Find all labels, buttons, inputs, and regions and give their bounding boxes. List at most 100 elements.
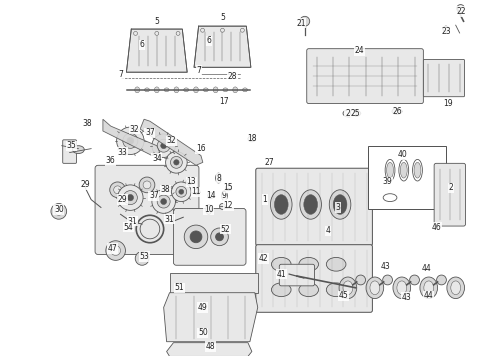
Circle shape <box>155 31 159 35</box>
Ellipse shape <box>274 195 288 214</box>
Circle shape <box>143 181 151 189</box>
Polygon shape <box>103 119 160 156</box>
Text: 9: 9 <box>222 191 227 200</box>
Polygon shape <box>164 293 258 342</box>
Ellipse shape <box>400 162 407 178</box>
Text: 51: 51 <box>174 283 184 292</box>
Circle shape <box>110 182 125 198</box>
Text: 10: 10 <box>204 205 214 214</box>
Text: 31: 31 <box>127 217 137 226</box>
Ellipse shape <box>248 136 256 142</box>
Circle shape <box>123 133 138 148</box>
FancyBboxPatch shape <box>423 59 465 97</box>
FancyBboxPatch shape <box>434 163 465 226</box>
Circle shape <box>164 187 179 203</box>
Ellipse shape <box>333 195 347 214</box>
Circle shape <box>457 5 465 13</box>
Circle shape <box>157 195 170 208</box>
Ellipse shape <box>343 109 357 117</box>
Ellipse shape <box>299 283 318 297</box>
Ellipse shape <box>329 190 351 219</box>
Text: 13: 13 <box>186 177 196 186</box>
Text: 36: 36 <box>106 156 116 165</box>
Circle shape <box>114 186 122 194</box>
Circle shape <box>135 252 149 265</box>
Ellipse shape <box>206 204 212 214</box>
Ellipse shape <box>203 88 208 92</box>
Text: 43: 43 <box>380 262 390 271</box>
Text: 45: 45 <box>339 291 349 300</box>
Text: 39: 39 <box>382 177 392 186</box>
Ellipse shape <box>424 281 434 294</box>
Text: 19: 19 <box>443 99 453 108</box>
Circle shape <box>220 203 225 210</box>
Text: 53: 53 <box>139 252 149 261</box>
Text: 14: 14 <box>206 191 216 200</box>
Circle shape <box>194 189 200 195</box>
Ellipse shape <box>184 225 208 249</box>
Text: 46: 46 <box>431 222 441 231</box>
Circle shape <box>168 191 175 199</box>
Ellipse shape <box>370 281 380 294</box>
Text: 2: 2 <box>448 183 453 192</box>
Ellipse shape <box>73 146 84 153</box>
Circle shape <box>241 28 245 32</box>
Circle shape <box>200 28 204 32</box>
Circle shape <box>216 233 223 241</box>
Text: 30: 30 <box>54 205 64 214</box>
Text: 54: 54 <box>123 222 133 231</box>
Text: 48: 48 <box>206 342 216 351</box>
Circle shape <box>152 134 175 157</box>
Circle shape <box>118 185 143 210</box>
Ellipse shape <box>397 281 407 294</box>
Circle shape <box>225 185 231 191</box>
Text: 7: 7 <box>196 66 201 75</box>
Bar <box>368 146 446 210</box>
Ellipse shape <box>383 275 392 285</box>
Ellipse shape <box>451 281 461 294</box>
Text: 8: 8 <box>216 174 221 183</box>
Ellipse shape <box>233 87 238 93</box>
Text: 15: 15 <box>223 183 233 192</box>
Ellipse shape <box>387 162 393 178</box>
Text: 18: 18 <box>247 134 257 143</box>
Ellipse shape <box>164 88 169 92</box>
FancyBboxPatch shape <box>95 165 199 255</box>
Ellipse shape <box>154 87 159 93</box>
Circle shape <box>171 157 182 168</box>
Circle shape <box>161 143 167 149</box>
Ellipse shape <box>420 277 438 298</box>
Text: 1: 1 <box>262 195 267 204</box>
Ellipse shape <box>271 283 291 297</box>
Text: 17: 17 <box>220 97 229 106</box>
Text: 43: 43 <box>402 293 412 302</box>
Polygon shape <box>167 343 252 356</box>
Text: 29: 29 <box>80 180 90 189</box>
Text: 20: 20 <box>345 109 355 118</box>
Text: 5: 5 <box>220 13 225 22</box>
Circle shape <box>127 194 134 201</box>
Ellipse shape <box>221 191 227 201</box>
Text: 23: 23 <box>441 27 451 36</box>
Circle shape <box>51 203 67 219</box>
Ellipse shape <box>410 275 419 285</box>
Circle shape <box>186 179 192 185</box>
Text: 37: 37 <box>149 191 159 200</box>
Circle shape <box>152 190 175 213</box>
Text: 28: 28 <box>227 72 237 81</box>
Ellipse shape <box>356 275 366 285</box>
Ellipse shape <box>300 190 321 219</box>
Polygon shape <box>170 273 258 293</box>
Ellipse shape <box>299 257 318 271</box>
Circle shape <box>111 246 121 256</box>
Polygon shape <box>194 26 251 67</box>
Circle shape <box>208 193 214 199</box>
Text: 47: 47 <box>108 244 118 253</box>
Text: 24: 24 <box>355 46 365 55</box>
Ellipse shape <box>223 88 228 92</box>
Text: 25: 25 <box>351 109 361 118</box>
Ellipse shape <box>351 111 361 116</box>
Circle shape <box>220 28 224 32</box>
Circle shape <box>300 16 310 26</box>
Ellipse shape <box>270 190 292 219</box>
